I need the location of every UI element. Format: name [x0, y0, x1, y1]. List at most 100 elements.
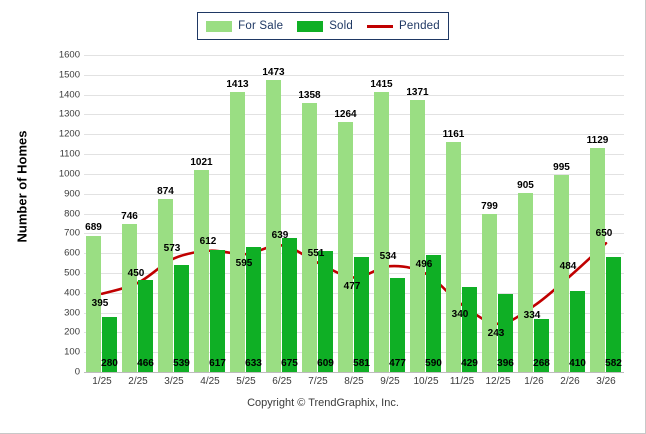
bar-label-sold: 590 — [425, 358, 442, 369]
x-tick-label: 7/25 — [308, 376, 328, 387]
bar-group: 1371 590 — [406, 55, 444, 372]
x-tick-label: 3/26 — [596, 376, 616, 387]
bar-label-sold: 675 — [281, 358, 298, 369]
bar-for-sale[interactable] — [554, 174, 569, 372]
bar-for-sale[interactable] — [374, 91, 389, 372]
x-tick-label: 4/25 — [200, 376, 220, 387]
bar-label-for-sale: 995 — [553, 161, 570, 173]
bar-label-sold: 633 — [245, 358, 262, 369]
bar-label-sold: 396 — [497, 358, 514, 369]
gridline — [84, 253, 624, 255]
bar-for-sale[interactable] — [266, 80, 281, 372]
bar-sold[interactable] — [138, 279, 153, 372]
gridline — [84, 154, 624, 156]
bar-for-sale[interactable] — [230, 92, 245, 372]
y-tick-label: 1000 — [58, 168, 80, 180]
copyright-footer: Copyright © TrendGraphix, Inc. — [0, 397, 646, 409]
bar-sold[interactable] — [210, 249, 225, 372]
y-tick-label: 200 — [64, 326, 80, 338]
legend-item-for-sale[interactable]: For Sale — [206, 20, 283, 32]
x-tick-label: 8/25 — [344, 376, 364, 387]
bar-label-sold: 466 — [137, 358, 154, 369]
bar-for-sale[interactable] — [518, 192, 533, 372]
bar-sold[interactable] — [174, 265, 189, 372]
bar-sold[interactable] — [570, 290, 585, 372]
legend-item-pended[interactable]: Pended — [367, 20, 440, 32]
x-tick-label: 3/25 — [164, 376, 184, 387]
bar-label-sold: 617 — [209, 358, 226, 369]
gridline — [84, 134, 624, 136]
bar-for-sale[interactable] — [158, 198, 173, 372]
bar-group: 1264 581 — [334, 55, 372, 372]
bar-group: 1413 633 — [226, 55, 264, 372]
bar-sold[interactable] — [498, 293, 513, 372]
bar-label-sold: 581 — [353, 358, 370, 369]
legend-item-label: Pended — [399, 20, 440, 32]
bar-for-sale[interactable] — [482, 213, 497, 372]
x-tick-label: 1/25 — [92, 376, 112, 387]
gridline — [84, 213, 624, 215]
y-tick-label: 900 — [64, 188, 80, 200]
line-label-pended: 612 — [199, 235, 217, 247]
bar-label-for-sale: 1129 — [586, 135, 609, 147]
bar-label-sold: 268 — [533, 358, 550, 369]
bar-for-sale[interactable] — [194, 169, 209, 372]
bar-label-sold: 429 — [461, 358, 478, 369]
bar-group: 1473 675 — [262, 55, 300, 372]
bar-label-for-sale: 1358 — [298, 89, 321, 101]
y-tick-label: 1400 — [58, 89, 80, 101]
bar-sold[interactable] — [462, 287, 477, 372]
bar-label-sold: 609 — [317, 358, 334, 369]
legend-swatch-icon — [206, 20, 233, 32]
y-tick-label: 300 — [64, 307, 80, 319]
bar-label-for-sale: 1021 — [190, 156, 213, 168]
y-axis-title-label: Number of Homes — [14, 130, 30, 242]
bar-label-for-sale: 799 — [481, 200, 498, 212]
bar-sold[interactable] — [354, 256, 369, 372]
y-tick-label: 800 — [64, 208, 80, 219]
x-axis-tick-labels: 1/25 2/25 3/25 4/25 5/25 6/25 7/25 8/25 9/25 10/2… — [84, 376, 624, 392]
bar-sold[interactable] — [282, 238, 297, 372]
legend-item-sold[interactable]: Sold — [297, 20, 353, 32]
legend-swatch-icon — [297, 20, 324, 32]
x-tick-label: 10/25 — [413, 376, 439, 387]
bar-for-sale[interactable] — [410, 100, 425, 372]
y-tick-label: 1200 — [58, 128, 80, 140]
x-tick-label: 1/26 — [524, 376, 544, 387]
y-tick-label: 600 — [64, 247, 80, 259]
bar-for-sale[interactable] — [446, 141, 461, 372]
y-tick-label: 400 — [64, 287, 80, 299]
line-label-pended: 484 — [559, 261, 577, 273]
y-tick-label: 0 — [74, 366, 80, 378]
line-label-pended: 477 — [343, 281, 361, 293]
bar-sold[interactable] — [534, 318, 549, 372]
y-tick-label: 1100 — [59, 148, 80, 160]
bar-sold[interactable] — [426, 255, 441, 372]
y-axis-title: Number of Homes — [12, 0, 32, 372]
line-label-pended: 534 — [379, 251, 397, 263]
y-tick-label: 1500 — [58, 69, 80, 81]
bar-group: 746 466 — [120, 55, 156, 372]
plot-area: 689 280 746 466 874 539 1021 617 1413 633 1473 675 1… — [84, 55, 624, 373]
bar-group: 799 396 — [480, 55, 516, 372]
y-tick-label: 100 — [64, 346, 80, 358]
bar-group: 1161 429 — [443, 55, 480, 372]
copyright-text: Copyright © TrendGraphix, Inc. — [247, 397, 399, 409]
bar-for-sale[interactable] — [302, 102, 317, 372]
bar-sold[interactable] — [102, 316, 117, 372]
bar-for-sale[interactable] — [590, 148, 605, 372]
bar-for-sale[interactable] — [338, 121, 353, 372]
bar-for-sale[interactable] — [86, 235, 101, 372]
bar-sold[interactable] — [606, 256, 621, 372]
gridline — [84, 233, 624, 235]
gridline — [84, 55, 624, 56]
bar-sold[interactable] — [390, 277, 405, 372]
x-tick-label: 5/25 — [236, 376, 256, 387]
gridline — [84, 193, 624, 195]
bar-for-sale[interactable] — [122, 224, 137, 372]
x-tick-label: 11/25 — [449, 376, 475, 387]
bar-sold[interactable] — [318, 251, 333, 372]
bar-sold[interactable] — [246, 246, 261, 372]
x-tick-label: 12/25 — [485, 376, 511, 387]
